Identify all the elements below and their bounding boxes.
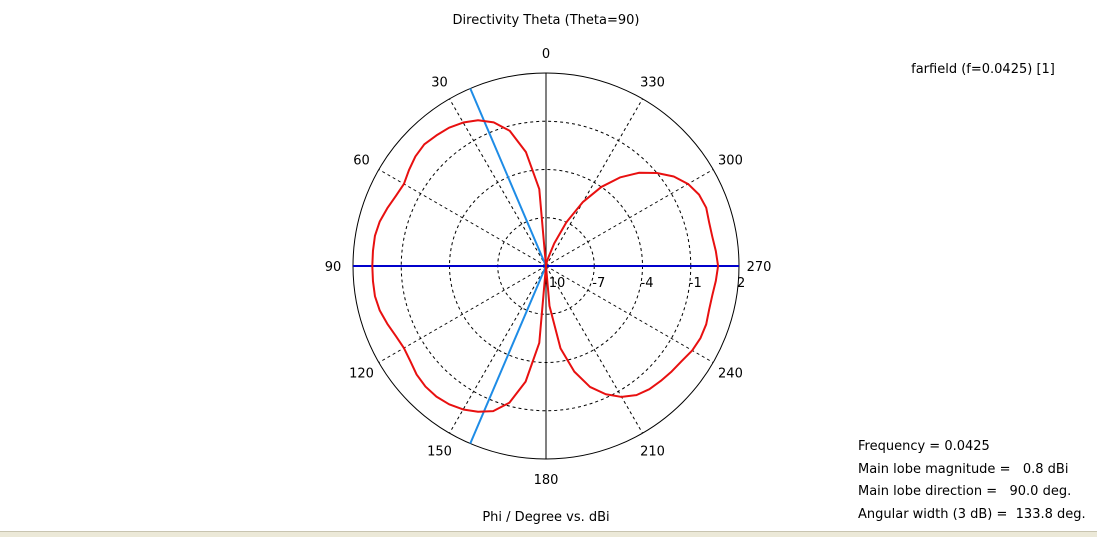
radial-tick-label-0: -10 xyxy=(544,276,565,291)
grid-spoke-60 xyxy=(378,169,547,267)
info-angular-width: Angular width (3 dB) = 133.8 deg. xyxy=(858,506,1086,522)
info-main-lobe-direction: Main lobe direction = 90.0 deg. xyxy=(858,484,1072,499)
angle-tick-label-210: 210 xyxy=(640,444,665,459)
info-main-lobe-magnitude: Main lobe magnitude = 0.8 dBi xyxy=(858,461,1069,477)
beamwidth-line-0 xyxy=(469,88,547,267)
beamwidth-line-1 xyxy=(469,265,547,444)
grid-spoke-120 xyxy=(378,265,547,363)
legend-entry: farfield (f=0.0425) [1] xyxy=(911,62,1055,77)
radial-tick-label-1: -7 xyxy=(592,276,605,291)
angle-tick-label-300: 300 xyxy=(718,154,743,169)
angle-tick-label-0: 0 xyxy=(542,47,550,62)
angle-tick-label-60: 60 xyxy=(353,154,370,169)
angle-tick-label-30: 30 xyxy=(431,76,448,91)
radial-tick-label-3: -1 xyxy=(689,276,702,291)
grid-spoke-330 xyxy=(545,98,643,267)
grid-spoke-150 xyxy=(449,265,547,434)
angle-tick-label-150: 150 xyxy=(427,444,452,459)
x-axis-label: Phi / Degree vs. dBi xyxy=(482,510,609,525)
angle-tick-label-90: 90 xyxy=(325,260,342,275)
angle-tick-label-180: 180 xyxy=(534,473,559,488)
status-strip xyxy=(0,531,1097,537)
angle-tick-label-120: 120 xyxy=(349,367,374,382)
grid-spoke-240 xyxy=(545,265,714,363)
angle-tick-label-270: 270 xyxy=(747,260,772,275)
grid-spoke-300 xyxy=(545,169,714,267)
angle-tick-label-330: 330 xyxy=(640,76,665,91)
radial-tick-label-4: 2 xyxy=(737,276,745,291)
radial-tick-label-2: -4 xyxy=(641,276,654,291)
series-curve-0 xyxy=(371,119,720,413)
grid-spoke-30 xyxy=(449,98,547,267)
info-panel: Frequency = 0.0425 Main lobe magnitude = … xyxy=(858,436,1086,526)
info-frequency: Frequency = 0.0425 xyxy=(858,439,990,454)
chart-title: Directivity Theta (Theta=90) xyxy=(453,13,640,28)
grid-spoke-210 xyxy=(545,265,643,434)
angle-tick-label-240: 240 xyxy=(718,367,743,382)
